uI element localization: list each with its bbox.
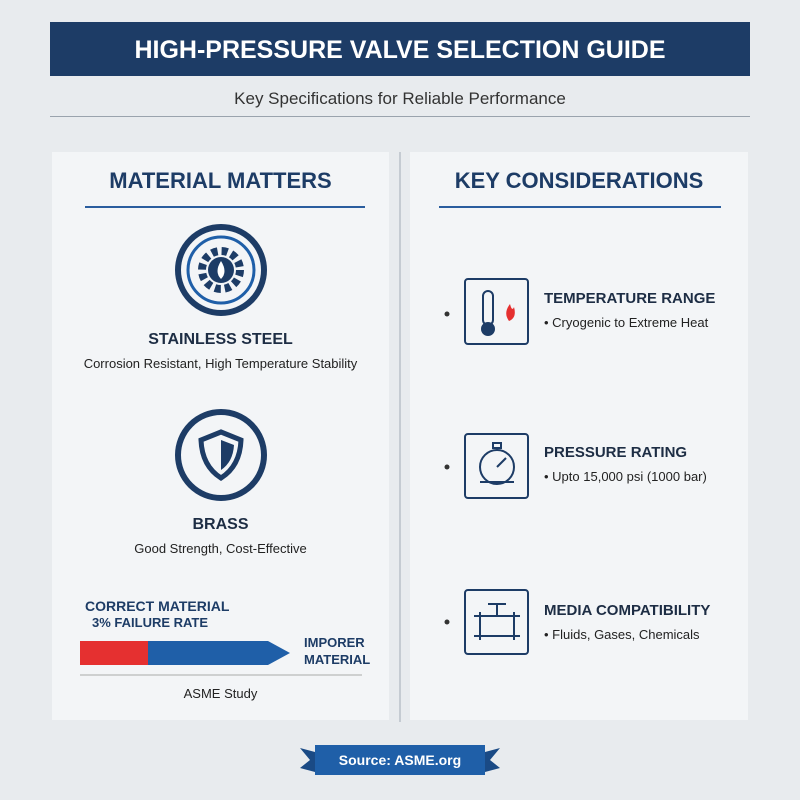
material-description: Good Strength, Cost-Effective <box>134 541 307 556</box>
comparison-label: CORRECT MATERIAL <box>85 598 230 614</box>
panel <box>410 152 748 720</box>
section-title: KEY CONSIDERATIONS <box>454 168 704 193</box>
consideration-detail: • Fluids, Gases, Chemicals <box>544 627 700 642</box>
consideration-detail: Upto 15,000 psi (1000 bar) <box>552 469 707 484</box>
consideration-detail: • Cryogenic to Extreme Heat <box>544 315 709 330</box>
consideration-title: PRESSURE RATING <box>544 444 688 461</box>
panel <box>52 152 389 720</box>
caption: ASME Study <box>183 686 258 701</box>
comparison-label: MATERIAL <box>304 652 371 667</box>
title: HIGH-PRESSURE VALVE SELECTION GUIDE <box>134 36 666 64</box>
material-name: STAINLESS STEEL <box>148 331 293 348</box>
source: Source: ASME.org <box>338 752 462 768</box>
material-name: BRASS <box>192 516 249 533</box>
consideration-detail: • Upto 15,000 psi (1000 bar) <box>544 469 707 484</box>
divider <box>399 152 401 722</box>
consideration-detail: Fluids, Gases, Chemicals <box>552 627 700 642</box>
header-band <box>50 22 750 76</box>
subtitle: Key Specifications for Reliable Performa… <box>234 89 566 108</box>
consideration-title: TEMPERATURE RANGE <box>544 290 716 307</box>
consideration-title: MEDIA COMPATIBILITY <box>544 602 711 619</box>
consideration-detail: Cryogenic to Extreme Heat <box>552 315 709 330</box>
section-title: MATERIAL MATTERS <box>109 168 332 193</box>
comparison-label: IMPORER <box>304 635 365 650</box>
rule <box>85 206 365 208</box>
material-description: Corrosion Resistant, High Temperature St… <box>83 356 358 371</box>
rule <box>50 116 750 117</box>
comparison-rate: 3% FAILURE RATE <box>92 615 209 630</box>
rule <box>439 206 721 208</box>
